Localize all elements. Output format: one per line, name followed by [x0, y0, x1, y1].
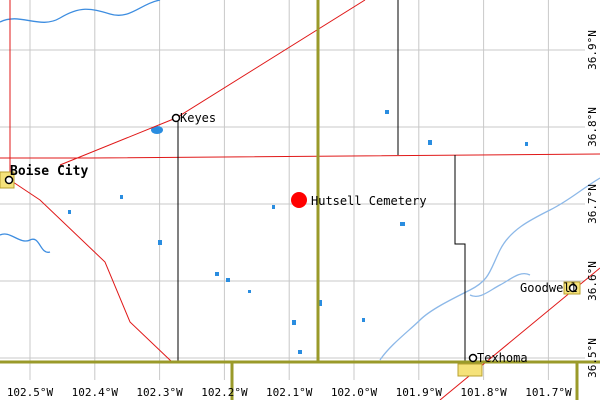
place-label: Keyes	[180, 111, 216, 125]
city-area	[457, 363, 483, 377]
graticule	[0, 0, 585, 380]
latitude-label: 36.9°N	[586, 30, 599, 70]
lakes	[68, 110, 528, 354]
longitude-label: 102.1°W	[266, 386, 313, 399]
longitude-label: 101.9°W	[396, 386, 443, 399]
place-label: Texhoma	[477, 351, 528, 365]
longitude-label: 101.8°W	[460, 386, 507, 399]
latitude-labels: 36.9°N 36.8°N 36.7°N 36.6°N 36.5°N	[586, 30, 599, 378]
longitude-label: 102.4°W	[72, 386, 119, 399]
latitude-label: 36.8°N	[586, 107, 599, 147]
city-markers	[4, 113, 578, 363]
place-label: Boise City	[10, 164, 88, 179]
longitude-label: 102.3°W	[136, 386, 183, 399]
latitude-label: 36.6°N	[586, 261, 599, 301]
feature-label: Hutsell Cemetery	[311, 194, 427, 208]
latitude-label: 36.7°N	[586, 184, 599, 224]
longitude-label: 101.7°W	[525, 386, 572, 399]
latitude-label: 36.5°N	[586, 338, 599, 378]
longitude-label: 102.5°W	[7, 386, 54, 399]
place-label: Goodwell	[520, 281, 578, 295]
county-lines	[177, 0, 466, 362]
longitude-labels: 102.5°W 102.4°W 102.3°W 102.2°W 102.1°W 102.0…	[7, 386, 572, 399]
feature-marker	[291, 192, 307, 208]
longitude-label: 102.2°W	[201, 386, 248, 399]
rivers	[0, 0, 600, 361]
longitude-label: 102.0°W	[331, 386, 378, 399]
